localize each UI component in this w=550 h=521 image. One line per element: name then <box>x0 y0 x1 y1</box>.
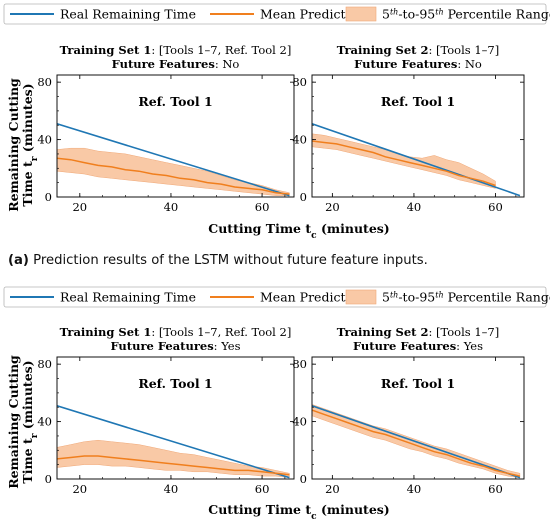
panel-title-rest: : [Tools 1–7, Ref. Tool 2] <box>151 325 291 339</box>
panel-title-bold: Training Set 1 <box>60 325 152 339</box>
plot-area <box>312 404 521 479</box>
caption-a-text: Prediction results of the LSTM without f… <box>28 253 428 268</box>
panel-title-bold: Training Set 1 <box>60 43 152 57</box>
mean-prediction-line <box>312 140 496 187</box>
panel-annotation: Ref. Tool 1 <box>138 94 212 109</box>
y-tick-label: 40 <box>292 415 307 429</box>
x-tick-label: 60 <box>488 482 503 496</box>
y-tick-label: 0 <box>300 472 307 486</box>
real-remaining-line <box>57 123 290 197</box>
plot-area <box>57 405 290 479</box>
legend-top: Real Remaining Time Mean Prediction 5th-… <box>3 3 550 25</box>
panels: Training Set 1: [Tools 1–7, Ref. Tool 2]… <box>37 43 525 496</box>
panel-subtitle-bold: Future Features <box>112 57 215 71</box>
panel-title-bold: Training Set 2 <box>337 43 429 57</box>
legend-mean-label: Mean Prediction <box>260 7 365 22</box>
legend-real-label: Real Remaining Time <box>60 7 196 22</box>
y-tick-label: 80 <box>37 75 52 89</box>
axes-frame <box>56 74 295 198</box>
legend-real-label: Real Remaining Time <box>60 290 196 305</box>
panel-title-rest: : [Tools 1–7] <box>428 325 499 339</box>
panel-subtitle: Future Features: No <box>354 57 482 71</box>
x-tick-label: 20 <box>72 200 87 214</box>
y-tick-label: 0 <box>45 190 52 204</box>
ylabel-line2: Time tr (minutes) <box>20 360 40 483</box>
panel-title: Training Set 1: [Tools 1–7, Ref. Tool 2] <box>60 325 292 339</box>
panel-annotation: Ref. Tool 1 <box>381 376 455 391</box>
x-tick-label: 40 <box>164 482 179 496</box>
panel-b-left: Training Set 1: [Tools 1–7, Ref. Tool 2]… <box>37 325 295 496</box>
panel-annotation: Ref. Tool 1 <box>381 94 455 109</box>
panel-subtitle-bold: Future Features <box>110 339 213 353</box>
panel-a-left: Training Set 1: [Tools 1–7, Ref. Tool 2]… <box>37 43 295 214</box>
x-tick-label: 60 <box>488 200 503 214</box>
x-tick-label: 40 <box>407 200 422 214</box>
mean-prediction-line <box>57 157 290 195</box>
caption-a: (a) Prediction results of the LSTM witho… <box>8 253 428 268</box>
y-tick-label: 80 <box>292 357 307 371</box>
ylabel-line1: Remaining Cutting <box>6 355 21 489</box>
x-tick-label: 20 <box>325 482 340 496</box>
plot-area <box>312 123 521 197</box>
x-tick-label: 20 <box>325 200 340 214</box>
y-tick-label: 40 <box>37 133 52 147</box>
x-tick-label: 40 <box>407 482 422 496</box>
figure-a-ylabel: Remaining Cutting Time tr (minutes) <box>6 78 40 212</box>
panel-title-bold: Training Set 2 <box>337 325 429 339</box>
panel-subtitle-rest: : Yes <box>214 339 241 353</box>
x-tick-label: 20 <box>72 482 87 496</box>
x-tick-label: 60 <box>255 200 270 214</box>
panel-title: Training Set 1: [Tools 1–7, Ref. Tool 2] <box>60 43 292 57</box>
legend-range-swatch <box>345 289 377 305</box>
axes-frame <box>56 356 295 480</box>
panel-subtitle: Future Features: No <box>112 57 240 71</box>
y-tick-label: 80 <box>37 357 52 371</box>
legend-mean-label: Mean Prediction <box>260 290 365 305</box>
ylabel-line1: Remaining Cutting <box>6 78 21 212</box>
panel-title-rest: : [Tools 1–7, Ref. Tool 2] <box>151 43 291 57</box>
panel-subtitle-rest: : Yes <box>456 339 483 353</box>
panel-subtitle: Future Features: Yes <box>353 339 483 353</box>
legend-frame <box>3 286 547 308</box>
real-remaining-line <box>57 405 290 479</box>
panel-subtitle-rest: : No <box>215 57 240 71</box>
legend-range-swatch <box>345 6 377 22</box>
mean-prediction-line <box>312 409 521 477</box>
panel-annotation: Ref. Tool 1 <box>138 376 212 391</box>
axes-frame <box>311 74 525 198</box>
legend-range-label: 5th-to-95th Percentile Range <box>382 290 550 305</box>
real-remaining-line <box>312 123 521 197</box>
x-tick-label: 40 <box>164 200 179 214</box>
legend-frame <box>3 3 547 25</box>
mean-prediction-line <box>57 455 290 476</box>
figure-b-ylabel: Remaining Cutting Time tr (minutes) <box>6 355 40 489</box>
y-tick-label: 40 <box>37 415 52 429</box>
panel-a-right: Training Set 2: [Tools 1–7]Future Featur… <box>292 43 525 214</box>
real-remaining-line <box>312 405 521 479</box>
plot-area <box>57 123 290 197</box>
x-tick-label: 60 <box>255 482 270 496</box>
panel-subtitle-bold: Future Features <box>354 57 457 71</box>
figure-a-xlabel: Cutting Time tc (minutes) <box>208 221 389 241</box>
y-tick-label: 0 <box>300 190 307 204</box>
figure-b-xlabel: Cutting Time tc (minutes) <box>208 502 389 521</box>
panel-subtitle-bold: Future Features <box>353 339 456 353</box>
ylabel-line2: Time tr (minutes) <box>20 83 40 206</box>
percentile-band <box>57 439 290 478</box>
panel-subtitle-rest: : No <box>457 57 482 71</box>
panel-title: Training Set 2: [Tools 1–7] <box>337 325 499 339</box>
panel-subtitle: Future Features: Yes <box>110 339 240 353</box>
panel-title-rest: : [Tools 1–7] <box>428 43 499 57</box>
axes-frame <box>311 356 525 480</box>
legend-bottom: Real Remaining Time Mean Prediction 5th-… <box>3 286 550 308</box>
y-tick-label: 0 <box>45 472 52 486</box>
y-tick-label: 80 <box>292 75 307 89</box>
panel-b-right: Training Set 2: [Tools 1–7]Future Featur… <box>292 325 525 496</box>
y-tick-label: 40 <box>292 133 307 147</box>
caption-a-label: (a) <box>8 253 29 268</box>
legend-range-label: 5th-to-95th Percentile Range <box>382 7 550 22</box>
panel-title: Training Set 2: [Tools 1–7] <box>337 43 499 57</box>
